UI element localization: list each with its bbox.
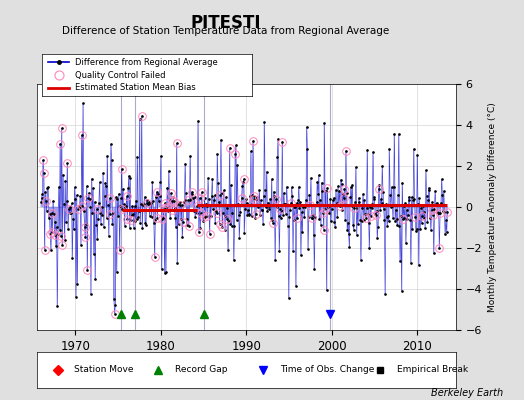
Text: Difference of Station Temperature Data from Regional Average: Difference of Station Temperature Data f… [62, 26, 389, 36]
Text: Estimated Station Mean Bias: Estimated Station Mean Bias [75, 83, 196, 92]
Text: Empirical Break: Empirical Break [397, 366, 468, 374]
Text: PITESTI: PITESTI [190, 14, 260, 32]
Text: Quality Control Failed: Quality Control Failed [75, 70, 166, 80]
Text: Record Gap: Record Gap [175, 366, 227, 374]
Text: Difference from Regional Average: Difference from Regional Average [75, 58, 218, 67]
Text: Time of Obs. Change: Time of Obs. Change [280, 366, 374, 374]
Text: Berkeley Earth: Berkeley Earth [431, 388, 503, 398]
Y-axis label: Monthly Temperature Anomaly Difference (°C): Monthly Temperature Anomaly Difference (… [488, 102, 497, 312]
Text: Station Move: Station Move [74, 366, 134, 374]
